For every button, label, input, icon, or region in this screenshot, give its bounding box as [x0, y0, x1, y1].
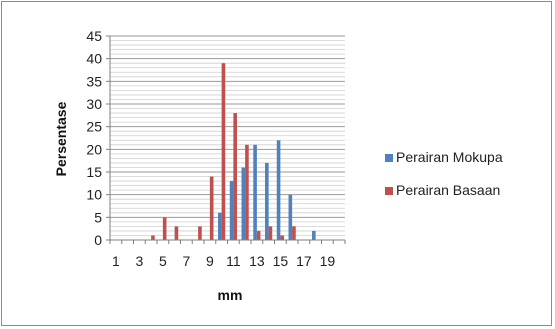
y-axis-title: Persentase [53, 101, 69, 176]
bar-basaan-12 [245, 144, 249, 240]
bar-mokupa-16 [288, 194, 293, 240]
bar-basaan-10 [221, 63, 226, 241]
gridlines [110, 35, 345, 241]
bar-mokupa-13 [253, 144, 257, 240]
y-tick-label: 5 [94, 209, 102, 225]
bar-basaan-16 [292, 226, 296, 240]
x-tick-label: 9 [206, 253, 214, 269]
x-tick-label: 1 [112, 253, 120, 269]
x-tick-label: 19 [320, 253, 336, 269]
y-tick-label: 35 [86, 73, 102, 89]
bar-mokupa-18 [312, 230, 316, 240]
bar-basaan-11 [233, 113, 237, 240]
bar-mokupa-12 [241, 167, 246, 240]
bar-basaan-5 [162, 217, 167, 240]
legend-label: Perairan Basaan [396, 182, 500, 198]
legend-swatch [385, 154, 393, 162]
bar-basaan-6 [174, 226, 179, 240]
bar-mokupa-10 [218, 212, 222, 240]
bar-basaan-15 [280, 235, 284, 240]
bar-basaan-14 [268, 226, 273, 240]
x-tick-label: 7 [182, 253, 190, 269]
x-tick-label: 17 [296, 253, 312, 269]
bar-mokupa-15 [276, 140, 281, 240]
x-axis-title: mm [218, 287, 243, 303]
legend: Perairan Mokupa Perairan Basaan [385, 149, 503, 198]
x-tick-label: 15 [273, 253, 289, 269]
y-tick-label: 20 [86, 141, 102, 157]
y-tick-label: 45 [86, 28, 102, 44]
bars [151, 63, 316, 241]
x-tick-label: 5 [159, 253, 167, 269]
x-tick-label: 3 [135, 253, 143, 269]
legend-label: Perairan Mokupa [396, 149, 503, 165]
y-tick-label: 40 [86, 51, 102, 67]
y-tick-label: 10 [86, 187, 102, 203]
x-tick-label: 11 [226, 253, 241, 269]
bar-mokupa-11 [229, 181, 234, 240]
y-tick-label: 15 [86, 164, 102, 180]
bar-basaan-13 [256, 230, 261, 240]
bar-basaan-9 [209, 176, 214, 240]
y-tick-label: 25 [86, 119, 102, 135]
bar-basaan-8 [198, 226, 202, 240]
y-tick-label: 0 [94, 232, 102, 248]
bar-basaan-4 [151, 235, 155, 240]
bar-mokupa-14 [265, 162, 269, 240]
legend-swatch [385, 187, 393, 195]
y-tick-label: 30 [86, 96, 102, 112]
x-tick-label: 13 [249, 253, 265, 269]
